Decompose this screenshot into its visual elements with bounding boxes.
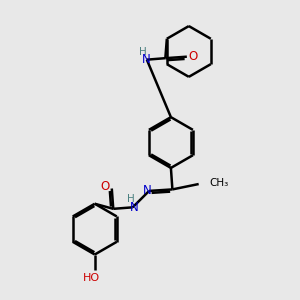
Text: N: N (143, 184, 152, 197)
Text: N: N (130, 201, 139, 214)
Text: CH₃: CH₃ (209, 178, 228, 188)
Text: N: N (142, 53, 150, 66)
Text: O: O (189, 50, 198, 63)
Text: O: O (100, 180, 110, 193)
Text: H: H (127, 194, 135, 204)
Text: HO: HO (82, 272, 100, 283)
Text: H: H (140, 46, 147, 57)
